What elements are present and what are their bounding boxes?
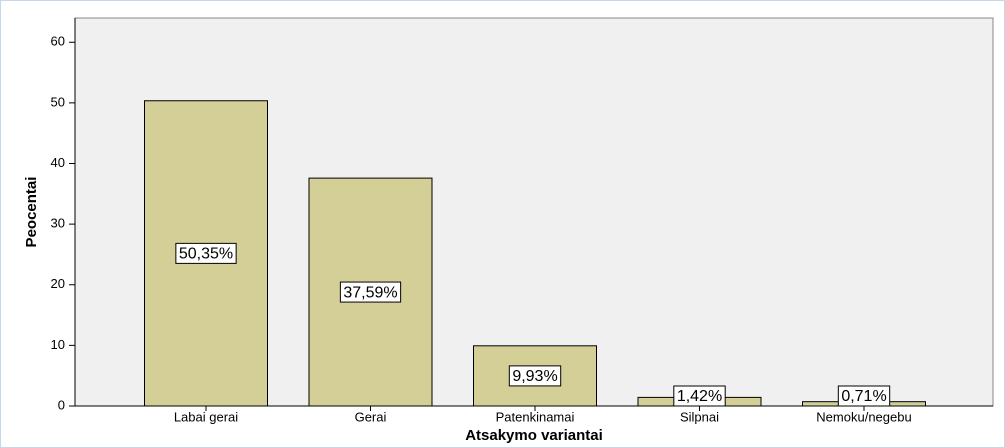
value-label: 1,42% [677, 388, 722, 405]
value-label: 0,71% [841, 388, 886, 405]
y-tick-label: 20 [51, 276, 65, 291]
x-tick-label: Gerai [355, 409, 387, 424]
y-tick-label: 30 [51, 216, 65, 231]
value-label: 9,93% [512, 368, 557, 385]
y-axis-label: Peocentai [23, 177, 40, 248]
value-label: 37,59% [343, 284, 397, 301]
value-label-box [508, 365, 562, 387]
x-tick-label: Labai gerai [174, 409, 238, 424]
x-axis-label: Atsakymo variantai [465, 427, 603, 444]
y-tick-label: 60 [51, 34, 65, 49]
y-tick-label: 10 [51, 337, 65, 352]
x-tick-label: Nemoku/negebu [816, 409, 911, 424]
x-tick-label: Silpnai [680, 409, 719, 424]
value-label-box [175, 242, 237, 264]
y-tick-label: 0 [58, 397, 65, 412]
y-tick-label: 40 [51, 155, 65, 170]
value-label: 50,35% [179, 246, 233, 263]
y-tick-label: 50 [51, 94, 65, 109]
x-tick-label: Patenkinamai [496, 409, 575, 424]
value-label-box [339, 281, 402, 303]
